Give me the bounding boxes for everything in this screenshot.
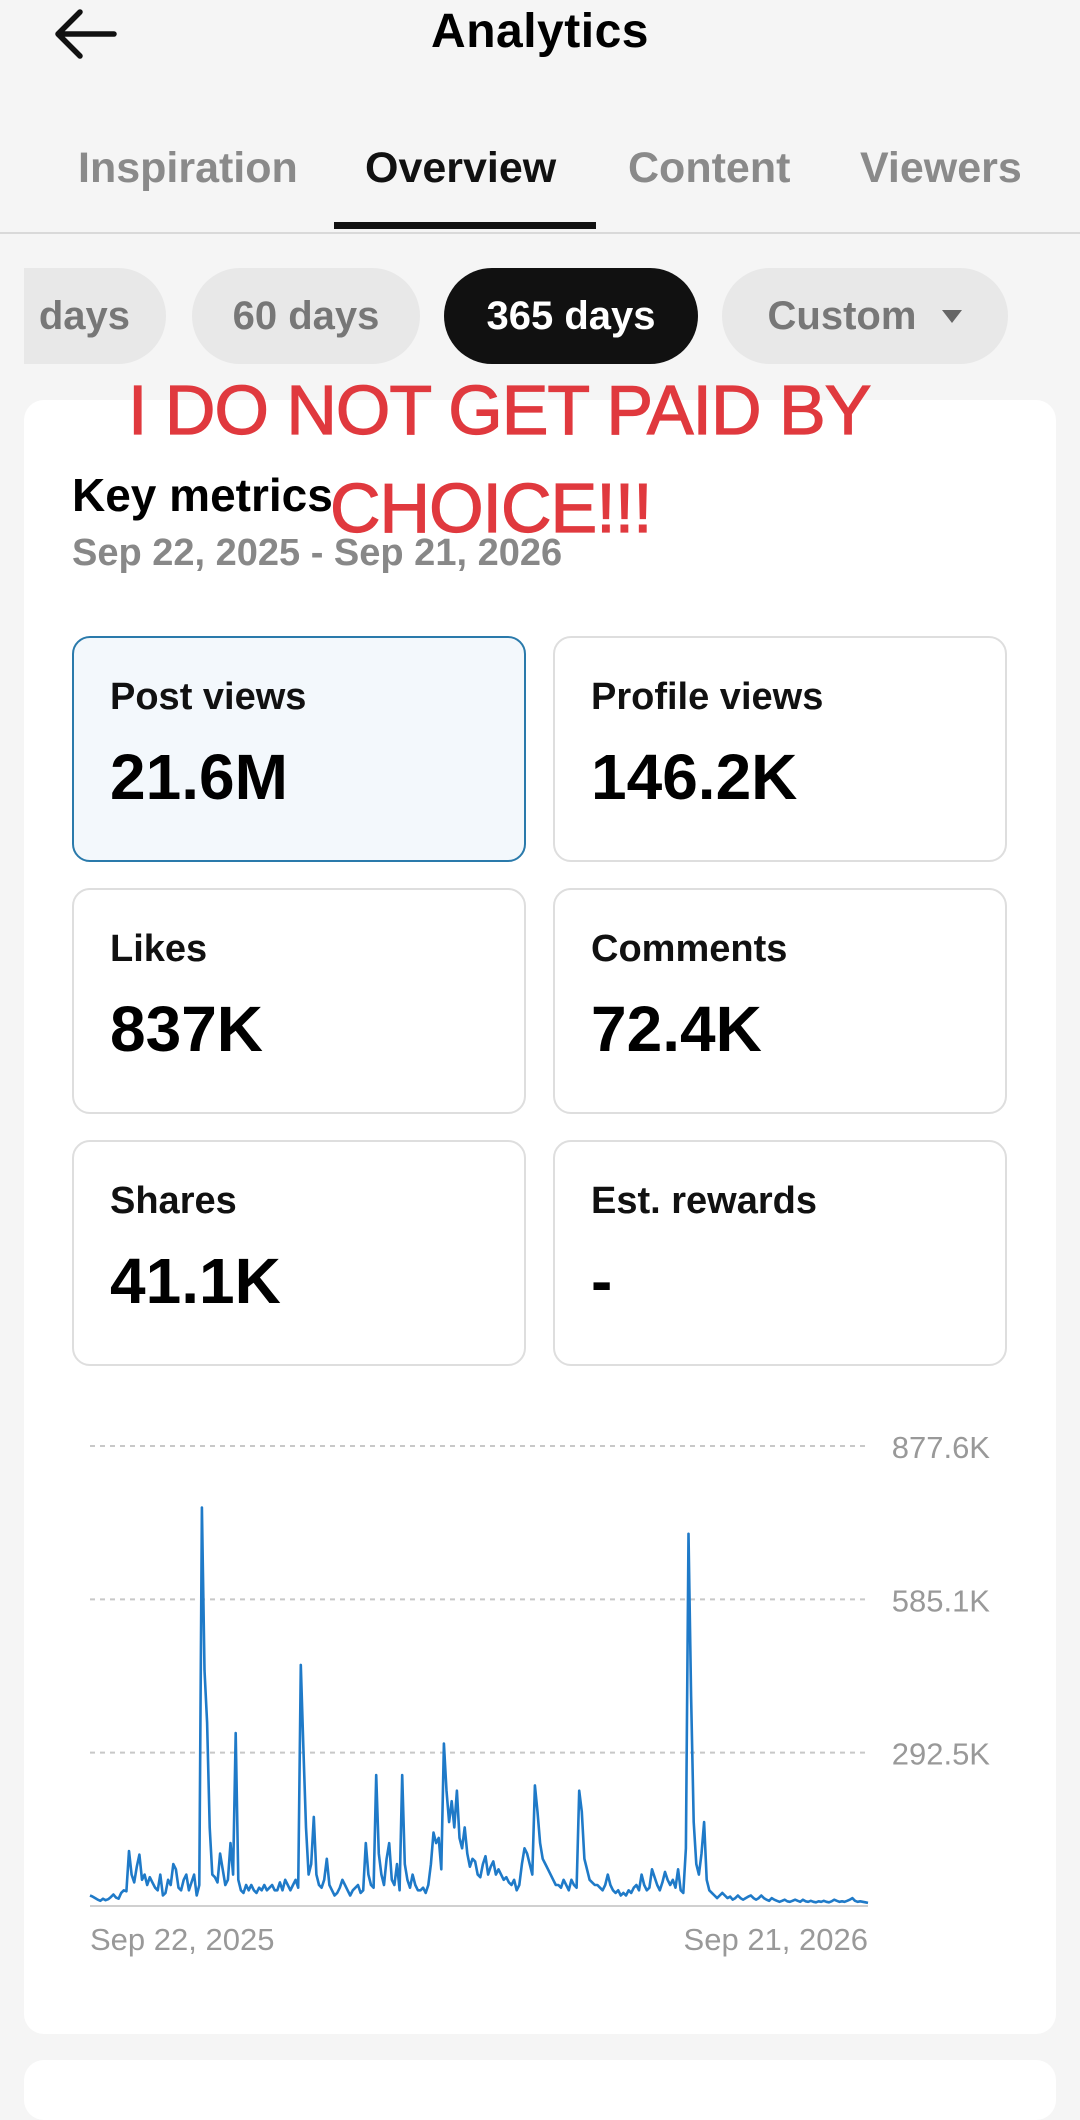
metric-label: Likes <box>110 928 208 970</box>
metric-label: Profile views <box>591 676 824 718</box>
metric-card-likes[interactable]: Likes 837K <box>72 888 526 1114</box>
x-end-label: Sep 21, 2026 <box>684 1922 868 1957</box>
metric-label: Est. rewards <box>591 1180 817 1222</box>
range-chip-60-days[interactable]: 60 days <box>192 268 420 364</box>
key-metrics-date-range: Sep 22, 2025 - Sep 21, 2026 <box>72 532 563 574</box>
overlay-caption-line-1: I DO NOT GET PAID BY <box>127 370 872 449</box>
metric-value: 72.4K <box>591 993 762 1065</box>
x-start-label: Sep 22, 2025 <box>90 1922 274 1957</box>
tab-viewers[interactable]: Viewers <box>860 144 1022 192</box>
overlay-caption-line-2: CHOICE!!! <box>329 468 653 547</box>
tab-bar: Inspiration Overview Content Viewers <box>0 126 1080 234</box>
metric-value: - <box>591 1245 613 1317</box>
date-range-selector: days 60 days 365 days Custom <box>24 268 1080 364</box>
metric-card-est-rewards[interactable]: Est. rewards - <box>553 1140 1007 1366</box>
metric-card-post-views[interactable]: Post views 21.6M <box>72 636 526 862</box>
range-chip-label: 365 days <box>486 293 656 338</box>
range-chip-7-days[interactable]: days <box>24 268 166 364</box>
metric-label: Post views <box>110 676 307 718</box>
metric-card-profile-views[interactable]: Profile views 146.2K <box>553 636 1007 862</box>
header: Analytics <box>0 0 1080 70</box>
active-tab-indicator <box>334 222 596 229</box>
tab-inspiration[interactable]: Inspiration <box>78 144 298 192</box>
tab-content[interactable]: Content <box>628 144 791 192</box>
caret-down-icon <box>942 309 963 323</box>
series-line-post-views <box>89 1506 869 1905</box>
metric-label: Shares <box>110 1180 237 1222</box>
arrow-left-icon[interactable] <box>50 4 120 64</box>
tab-overview[interactable]: Overview <box>365 144 557 192</box>
key-metrics-title: Key metrics <box>72 469 333 521</box>
metric-value: 146.2K <box>591 741 798 813</box>
y-tick-label: 292.5K <box>892 1737 991 1772</box>
range-chip-label: days <box>38 293 130 338</box>
metric-label: Comments <box>591 928 788 970</box>
y-tick-label: 585.1K <box>892 1583 991 1618</box>
metric-value: 837K <box>110 993 263 1065</box>
range-chip-custom[interactable]: Custom <box>722 268 1008 364</box>
page-title: Analytics <box>431 5 649 58</box>
metric-value: 41.1K <box>110 1245 281 1317</box>
y-tick-label: 877.6K <box>892 1430 991 1465</box>
range-chip-label: Custom <box>767 293 917 338</box>
metric-value: 21.6M <box>110 741 288 813</box>
range-chip-365-days[interactable]: 365 days <box>444 268 698 364</box>
metric-card-comments[interactable]: Comments 72.4K <box>553 888 1007 1114</box>
range-chip-label: 60 days <box>232 293 380 338</box>
metric-card-shares[interactable]: Shares 41.1K <box>72 1140 526 1366</box>
